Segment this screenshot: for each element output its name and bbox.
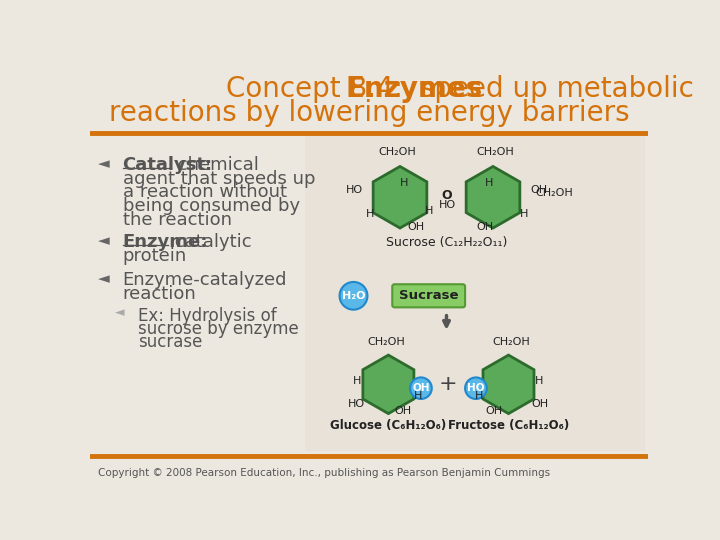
Text: CH₂OH: CH₂OH — [367, 338, 405, 347]
Circle shape — [410, 377, 432, 399]
Text: Enzyme:: Enzyme: — [122, 233, 208, 251]
Text: CH₂OH: CH₂OH — [536, 188, 573, 198]
Text: Concept 8.4:: Concept 8.4: — [225, 76, 412, 104]
Text: H: H — [400, 178, 408, 188]
Text: OH: OH — [412, 383, 430, 393]
Text: speed up metabolic: speed up metabolic — [411, 76, 694, 104]
Text: OH: OH — [477, 221, 494, 232]
Text: OH: OH — [395, 406, 412, 416]
Text: OH: OH — [408, 221, 425, 232]
Text: H: H — [426, 206, 433, 216]
Text: a reaction without: a reaction without — [122, 184, 287, 201]
Text: sucrose by enzyme: sucrose by enzyme — [138, 320, 299, 338]
Text: H: H — [535, 375, 544, 386]
Polygon shape — [483, 355, 534, 414]
Text: CH₂OH: CH₂OH — [477, 147, 514, 157]
Text: agent that speeds up: agent that speeds up — [122, 170, 315, 187]
Text: protein: protein — [122, 247, 186, 265]
Text: OH: OH — [530, 185, 547, 194]
Text: chemical: chemical — [172, 156, 259, 174]
Text: ◄: ◄ — [98, 233, 110, 248]
Circle shape — [465, 377, 487, 399]
Text: CH₂OH: CH₂OH — [492, 338, 530, 347]
Text: H: H — [413, 391, 422, 401]
Text: HO: HO — [346, 185, 363, 194]
Text: H: H — [520, 209, 528, 219]
Text: OH: OH — [532, 399, 549, 409]
Text: H: H — [354, 375, 361, 386]
FancyBboxPatch shape — [305, 136, 645, 451]
Text: ◄: ◄ — [114, 307, 125, 320]
Text: catalytic: catalytic — [169, 233, 252, 251]
Polygon shape — [363, 355, 414, 414]
Text: ◄: ◄ — [98, 271, 110, 286]
Text: H: H — [475, 391, 483, 401]
Text: Copyright © 2008 Pearson Education, Inc., publishing as Pearson Benjamin Cumming: Copyright © 2008 Pearson Education, Inc.… — [98, 468, 550, 478]
Text: Enzymes: Enzymes — [346, 76, 483, 104]
Text: reactions by lowering energy barriers: reactions by lowering energy barriers — [109, 98, 629, 126]
Text: ◄: ◄ — [98, 156, 110, 171]
Text: HO: HO — [438, 200, 456, 210]
Text: Glucose (C₆H₁₂O₆): Glucose (C₆H₁₂O₆) — [330, 419, 446, 432]
Text: the reaction: the reaction — [122, 211, 232, 229]
Text: Ex: Hydrolysis of: Ex: Hydrolysis of — [138, 307, 276, 325]
Text: +: + — [438, 374, 457, 394]
Text: H₂O: H₂O — [342, 291, 365, 301]
Text: sucrase: sucrase — [138, 333, 202, 351]
Text: Catalyst:: Catalyst: — [122, 156, 212, 174]
Circle shape — [340, 282, 367, 309]
FancyBboxPatch shape — [392, 284, 465, 307]
Text: O: O — [441, 189, 452, 202]
Text: H: H — [485, 178, 493, 188]
Text: HO: HO — [348, 399, 365, 409]
Text: H: H — [366, 209, 374, 219]
Text: Fructose (C₆H₁₂O₆): Fructose (C₆H₁₂O₆) — [448, 419, 569, 432]
Text: Sucrase: Sucrase — [399, 289, 459, 302]
Text: HO: HO — [467, 383, 485, 393]
Text: CH₂OH: CH₂OH — [379, 147, 417, 157]
Polygon shape — [373, 166, 427, 228]
Text: OH: OH — [485, 406, 503, 416]
Text: being consumed by: being consumed by — [122, 197, 300, 215]
Text: Sucrose (C₁₂H₂₂O₁₁): Sucrose (C₁₂H₂₂O₁₁) — [386, 236, 507, 249]
Text: Enzyme-catalyzed: Enzyme-catalyzed — [122, 271, 287, 289]
Text: reaction: reaction — [122, 285, 197, 303]
Polygon shape — [466, 166, 520, 228]
